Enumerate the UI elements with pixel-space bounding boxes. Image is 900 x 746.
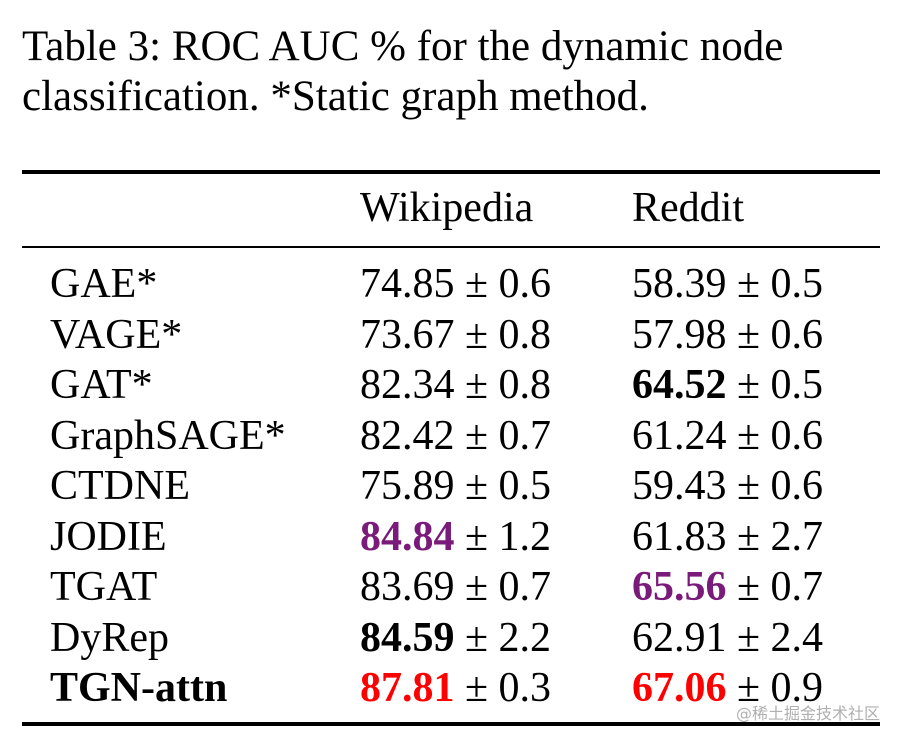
top-rule [22,170,880,174]
wikipedia-score: 73.67 ± 0.8 [360,310,551,360]
score-mean: 67.06 [632,665,727,711]
reddit-score: 61.83 ± 2.7 [632,512,823,562]
score-std: ± 0.8 [454,362,552,408]
method-name: GraphSAGE* [50,413,286,459]
wikipedia-score: 87.81 ± 0.3 [360,663,551,713]
reddit-score: 57.98 ± 0.6 [632,310,823,360]
wikipedia-score: 84.84 ± 1.2 [360,512,551,562]
method-name: TGN-attn [50,665,228,711]
reddit-score: 67.06 ± 0.9 [632,663,823,713]
method-name: CTDNE [50,463,190,509]
score-mean: 59.43 [632,463,727,509]
score-std: ± 2.4 [726,615,824,661]
score-std: ± 0.6 [726,413,824,459]
bottom-rule [22,722,880,726]
score-std: ± 0.5 [726,261,824,307]
header-rule [22,246,880,248]
score-mean: 74.85 [360,261,455,307]
wikipedia-score: 82.34 ± 0.8 [360,360,551,410]
table-caption: Table 3: ROC AUC % for the dynamic node … [22,22,892,122]
score-mean: 73.67 [360,312,455,358]
reddit-score: 58.39 ± 0.5 [632,259,823,309]
score-std: ± 0.5 [454,463,552,509]
score-mean: 84.59 [360,615,455,661]
watermark: @稀土掘金技术社区 [735,704,880,723]
reddit-score: 61.24 ± 0.6 [632,411,823,461]
score-mean: 57.98 [632,312,727,358]
wikipedia-score: 75.89 ± 0.5 [360,461,551,511]
wikipedia-score: 82.42 ± 0.7 [360,411,551,461]
score-std: ± 0.5 [726,362,824,408]
score-mean: 87.81 [360,665,455,711]
score-mean: 75.89 [360,463,455,509]
header-reddit: Reddit [632,185,744,231]
reddit-score: 65.56 ± 0.7 [632,562,823,612]
reddit-score: 59.43 ± 0.6 [632,461,823,511]
score-mean: 58.39 [632,261,727,307]
method-name: TGAT [50,564,158,610]
score-mean: 61.83 [632,514,727,560]
method-name: VAGE* [50,312,183,358]
score-mean: 65.56 [632,564,727,610]
score-mean: 82.34 [360,362,455,408]
score-std: ± 2.2 [454,615,552,661]
score-std: ± 0.7 [454,564,552,610]
score-std: ± 2.7 [726,514,824,560]
method-name: GAE* [50,261,158,307]
wikipedia-score: 74.85 ± 0.6 [360,259,551,309]
score-std: ± 0.9 [726,665,824,711]
caption-line-2: classification. *Static graph method. [22,73,649,120]
method-name: JODIE [50,514,167,560]
score-std: ± 0.6 [726,312,824,358]
score-mean: 82.42 [360,413,455,459]
score-std: ± 0.3 [454,665,552,711]
score-std: ± 0.6 [726,463,824,509]
score-std: ± 0.8 [454,312,552,358]
score-std: ± 1.2 [454,514,552,560]
reddit-score: 64.52 ± 0.5 [632,360,823,410]
score-mean: 64.52 [632,362,727,408]
score-std: ± 0.6 [454,261,552,307]
score-mean: 83.69 [360,564,455,610]
header-wikipedia: Wikipedia [360,185,534,231]
score-mean: 84.84 [360,514,455,560]
wikipedia-score: 84.59 ± 2.2 [360,613,551,663]
reddit-score: 62.91 ± 2.4 [632,613,823,663]
method-name: GAT* [50,362,153,408]
score-mean: 62.91 [632,615,727,661]
score-std: ± 0.7 [454,413,552,459]
wikipedia-score: 83.69 ± 0.7 [360,562,551,612]
score-mean: 61.24 [632,413,727,459]
method-name: DyRep [50,615,169,661]
score-std: ± 0.7 [726,564,824,610]
caption-line-1: Table 3: ROC AUC % for the dynamic node [22,23,784,70]
